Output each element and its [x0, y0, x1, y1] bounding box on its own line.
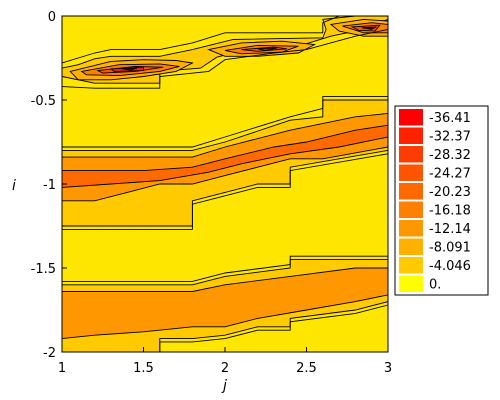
x-tick-label: 2 — [221, 361, 229, 376]
legend-label: -4.046 — [429, 259, 471, 274]
contour-region — [120, 67, 138, 71]
contour-line — [62, 153, 388, 230]
legend-swatch — [399, 109, 423, 126]
legend-label: -28.32 — [429, 148, 471, 163]
plot-area — [61, 15, 389, 353]
legend-label: -24.27 — [429, 167, 471, 182]
contour-region — [62, 267, 388, 340]
contour-line — [62, 28, 388, 89]
contour-lines — [62, 16, 388, 352]
legend: -36.41 -32.37 -28.32 -24.27 -20.23 -16.18 -12.… — [394, 105, 489, 296]
y-axis: 0 -0.5 -1 -1.5 -2 — [31, 10, 67, 361]
x-tick-label: 1 — [58, 361, 66, 376]
x-axis: 1 1.5 2 2.5 3 — [58, 347, 392, 376]
x-tick-label: 3 — [384, 361, 392, 376]
contour-line — [62, 255, 388, 282]
x-tick-label: 2.5 — [296, 361, 317, 376]
y-tick-label: -1 — [43, 178, 56, 193]
contour-region — [62, 124, 388, 188]
contour-line — [159, 304, 388, 352]
legend-swatch — [399, 201, 423, 218]
legend-label: -12.14 — [429, 222, 471, 237]
x-axis-label: j — [221, 378, 227, 394]
contour-region — [366, 27, 374, 30]
legend-swatch — [399, 164, 423, 181]
contour-line — [62, 16, 340, 64]
legend-label: -16.18 — [429, 204, 471, 219]
legend-label: -8.091 — [429, 241, 471, 256]
legend-label: 0. — [429, 278, 441, 293]
legend-swatch — [399, 220, 423, 237]
legend-swatch — [399, 183, 423, 200]
legend-swatch — [399, 275, 423, 292]
contour-line — [62, 96, 388, 148]
legend-label: -20.23 — [429, 185, 471, 200]
y-tick-label: -1.5 — [31, 262, 56, 277]
legend-swatch — [399, 146, 423, 163]
y-axis-label: i — [12, 178, 16, 194]
y-tick-label: -2 — [43, 346, 56, 361]
y-tick-label: 0 — [48, 10, 56, 25]
legend-label: -36.41 — [429, 111, 471, 126]
legend-swatch — [399, 238, 423, 255]
contour-region — [257, 47, 278, 51]
y-tick-label: -0.5 — [31, 94, 56, 109]
legend-swatch — [399, 127, 423, 144]
contour-regions — [62, 16, 388, 352]
legend-label: -32.37 — [429, 130, 471, 145]
x-tick-label: 1.5 — [133, 361, 154, 376]
legend-swatch — [399, 257, 423, 274]
